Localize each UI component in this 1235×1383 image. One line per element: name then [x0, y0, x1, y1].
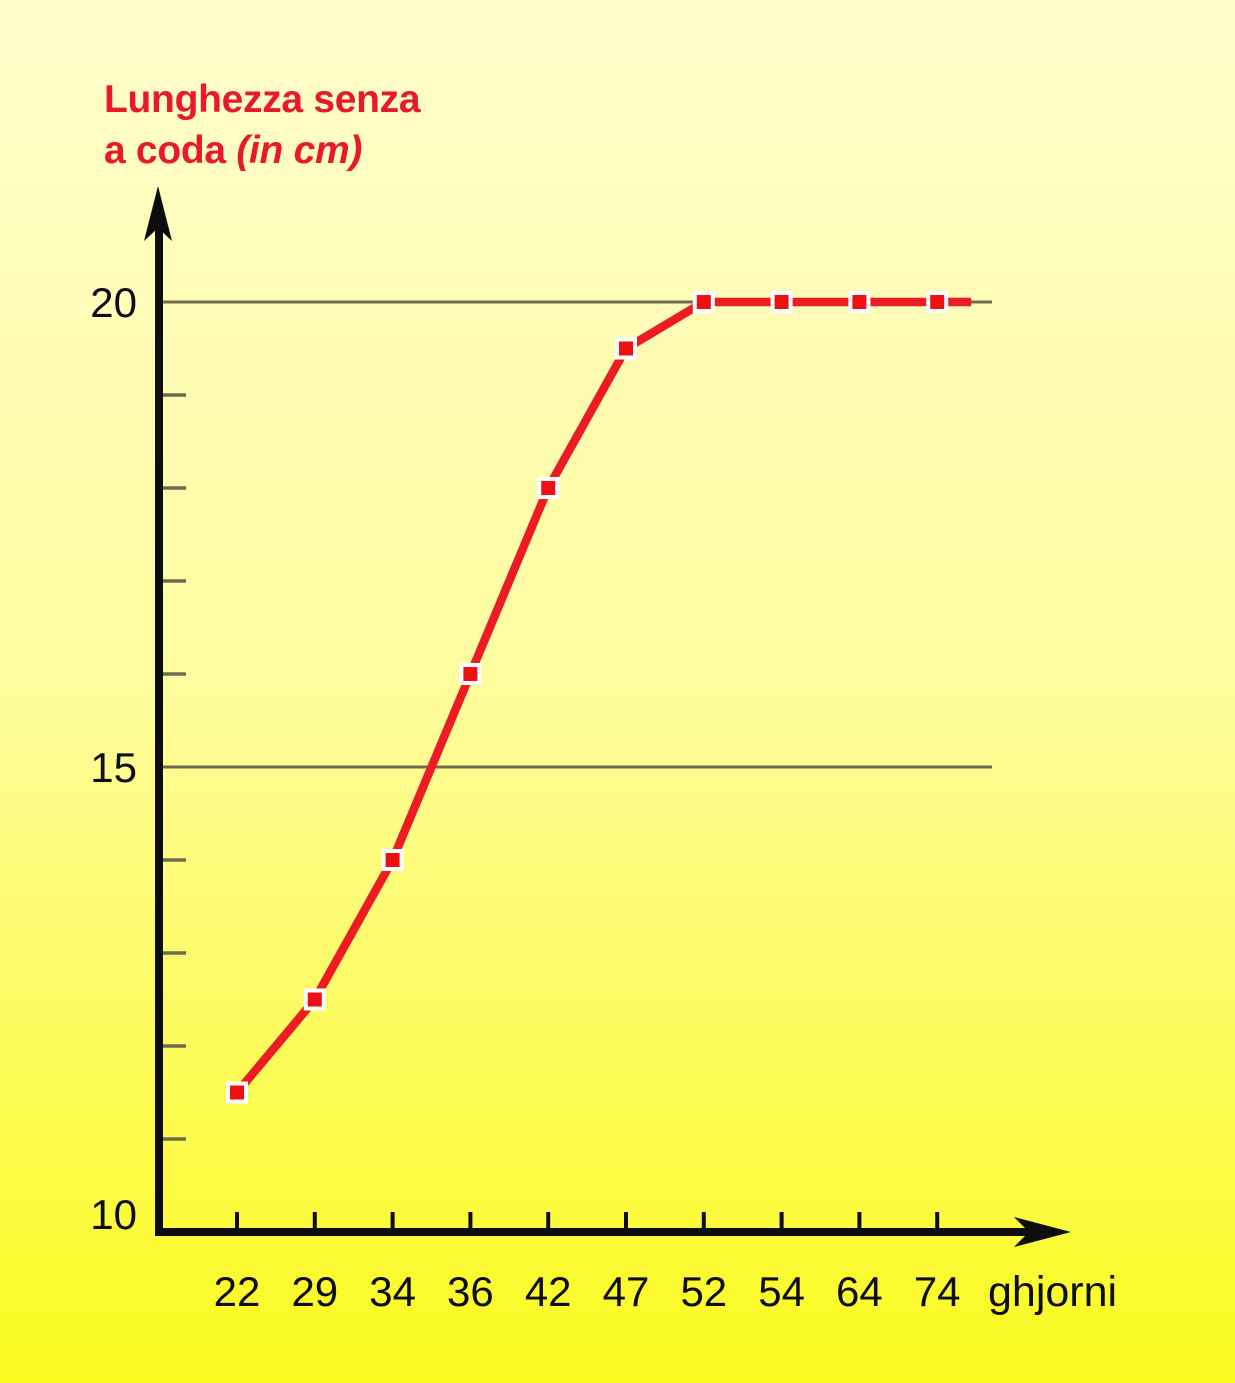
data-point-74	[930, 295, 945, 309]
data-point-42	[541, 481, 556, 495]
chart-title-unit: (in cm)	[236, 129, 363, 173]
chart-title-line2: a coda	[104, 129, 226, 173]
x-axis-label-64: 64	[836, 1268, 883, 1315]
y-axis-arrow-icon	[144, 186, 172, 241]
x-axis-label-34: 34	[369, 1268, 416, 1315]
data-point-54	[774, 295, 789, 309]
x-axis-label-74: 74	[914, 1268, 961, 1315]
data-point-36	[463, 667, 478, 681]
x-axis-label-22: 22	[214, 1268, 261, 1315]
data-point-22	[230, 1085, 244, 1100]
data-point-64	[852, 295, 867, 309]
x-axis-label-36: 36	[447, 1268, 494, 1315]
chart-title-line1: Lunghezza senza	[104, 78, 421, 121]
x-axis-label-52: 52	[680, 1268, 727, 1315]
y-axis-label-10: 10	[90, 1191, 137, 1238]
data-line	[233, 297, 972, 1096]
x-axis-unit-label: ghjorni	[988, 1268, 1117, 1316]
y-axis-label-15: 15	[90, 744, 137, 791]
data-point-34	[385, 853, 400, 867]
x-axis-label-54: 54	[758, 1268, 805, 1315]
y-axis-label-20: 20	[90, 279, 137, 326]
data-point-52	[696, 295, 711, 309]
chart-title: Lunghezza senza a coda (in cm)	[104, 74, 421, 177]
data-point-29	[307, 992, 322, 1007]
x-axis-label-42: 42	[525, 1268, 572, 1315]
data-point-47	[619, 341, 633, 356]
x-axis-arrow-icon	[1014, 1217, 1071, 1247]
x-axis-label-47: 47	[603, 1268, 650, 1315]
x-axis-label-29: 29	[291, 1268, 338, 1315]
